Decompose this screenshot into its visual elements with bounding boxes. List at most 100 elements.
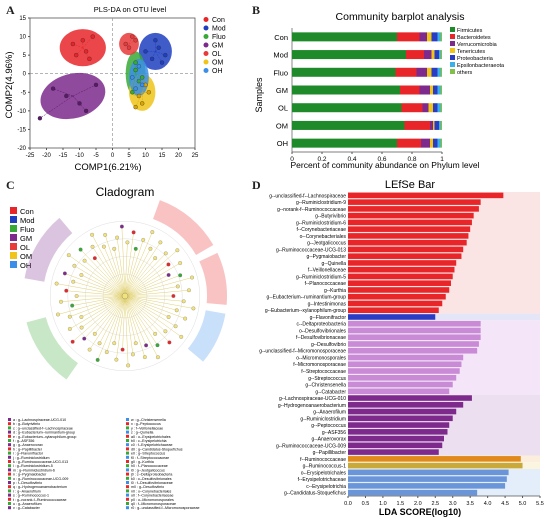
cladogram-branch [104, 234, 126, 297]
barplot-legend-swatch [450, 27, 455, 32]
barplot-segment [395, 67, 417, 77]
cladogram-node [62, 271, 67, 276]
lefse-bar [348, 280, 451, 286]
barplot-segment [404, 120, 430, 130]
lefse-bar-label: g--Pygmaiobacter [307, 254, 347, 260]
cladogram-branch [91, 234, 126, 297]
lefse-bar-label: g--Ruminococcaceae-UCG-013 [276, 247, 346, 253]
cladogram-node [173, 324, 178, 329]
cladogram-key-swatch [8, 418, 11, 421]
cladogram-key-swatch [8, 443, 11, 447]
cladogram-node [120, 347, 125, 352]
barplot-segment [431, 50, 435, 60]
cladogram-branch [124, 258, 156, 297]
plsda-spoke [132, 73, 136, 93]
lefse-xtick-label: 4.0 [484, 501, 492, 507]
barplot-xtick-label: 1 [440, 156, 444, 163]
cladogram-key-swatch [8, 472, 11, 476]
cladogram-node [133, 341, 138, 346]
lefse-bar [348, 226, 471, 232]
cladogram-node [101, 244, 106, 249]
cladogram-key-label: l0 : f--Desulfovibrionaceae [131, 481, 173, 485]
cladogram-node [72, 263, 77, 268]
barplot-legend-label: Epsilonbacteraeota [457, 63, 505, 69]
cladogram-node [87, 347, 92, 352]
cladogram-group-wedge [24, 217, 73, 282]
plsda-point [123, 41, 128, 47]
cladogram-key-swatch [8, 460, 11, 463]
lefse-bar-label: f--Veillonellaceae [308, 268, 346, 274]
barplot-category-label: Con [274, 33, 288, 42]
lefse-bar [348, 266, 455, 273]
lefse-bar-label: g--Ruminiclostridium-9 [296, 200, 346, 206]
plsda-spoke [155, 51, 163, 63]
cladogram-key-label: p : f--Desulfovibrio [13, 481, 42, 485]
cladogram-node [70, 339, 75, 344]
cladogram-node [79, 315, 84, 319]
plsda-xtick-label: -25 [26, 153, 35, 159]
community-barplot: Community barplot analysis Percent of co… [254, 11, 505, 170]
cladogram-node [178, 261, 183, 266]
lefse-bar [348, 334, 481, 341]
cladogram-branch [124, 295, 186, 319]
cladogram-branch [124, 295, 158, 346]
cladogram-key-swatch [126, 497, 129, 501]
cladogram-key-label: f : g--ASF356 [13, 439, 34, 443]
cladogram-node [64, 288, 69, 293]
cladogram-branch [72, 295, 126, 306]
cladogram-branch [81, 274, 126, 297]
lefse-bar-label: g--Lachnospiraceae-UCG-010 [279, 396, 346, 402]
cladogram-key-swatch [8, 447, 11, 451]
plsda-point [136, 78, 142, 84]
cladogram-node [66, 253, 71, 258]
lefse-bar [348, 449, 439, 455]
lefse-bar [348, 442, 443, 449]
barplot-segment [419, 85, 430, 95]
panel-label-b: B [252, 3, 261, 17]
cladogram-key-label: m0 : g--Desulfovibrio [131, 485, 164, 489]
cladogram-node [148, 246, 153, 251]
cladogram-node [90, 244, 95, 249]
barplot-segment [433, 103, 438, 113]
cladogram-node [190, 275, 194, 280]
barplot-legend-label: Firmicutes [457, 28, 483, 34]
lefse-bar-label: g--unclassified-f--Micromonosporaceae [259, 349, 346, 355]
cladogram-group-wedge [187, 310, 226, 362]
lefse-bar [348, 456, 521, 462]
cladogram-group-wedge [26, 317, 78, 380]
cladogram-branch [124, 295, 147, 346]
panel-label-a: A [6, 3, 15, 17]
cladogram-key-label: d0 : g--Candidatus-Stoquefichus [131, 447, 183, 451]
cladogram-branch [124, 295, 166, 332]
plsda-point [130, 75, 135, 80]
lefse-bar-label: f--Ruminococcaceae [300, 457, 346, 463]
cladogram-branch [68, 254, 126, 297]
lefse-group-band [348, 313, 540, 321]
barplot-category-label: Fluo [273, 68, 288, 77]
lefse-bar [348, 347, 478, 354]
lefse-bar [348, 192, 504, 199]
cladogram-key-label: i0 : g--Jeotgalicoccus [131, 468, 165, 472]
cladogram-node [131, 230, 136, 235]
lefse-bar-label: g--unclassified-f--Lachnospiraceae [269, 193, 346, 199]
cladogram-key-swatch [126, 434, 129, 438]
cladogram-node [74, 294, 79, 298]
barplot-segment [406, 50, 424, 60]
plsda-point [70, 41, 76, 47]
cladogram-branch [124, 264, 169, 297]
cladogram-branch [124, 295, 159, 358]
plsda-legend-label: OH [212, 68, 223, 75]
barplot-category-label: OH [277, 139, 288, 148]
cladogram-node [158, 240, 163, 245]
barplot-legend-label: others [457, 70, 473, 76]
cladogram-legend-label: Mod [20, 216, 35, 225]
cladogram-branch [124, 242, 161, 297]
plsda-point [133, 60, 138, 65]
barplot-segment [292, 138, 397, 148]
barplot-segment [433, 138, 438, 148]
lefse-bar [348, 408, 457, 415]
cladogram-key-label: n : g--Pygmaiobacter [13, 473, 47, 477]
lefse-bar [348, 489, 478, 496]
barplot-segment [430, 138, 433, 148]
